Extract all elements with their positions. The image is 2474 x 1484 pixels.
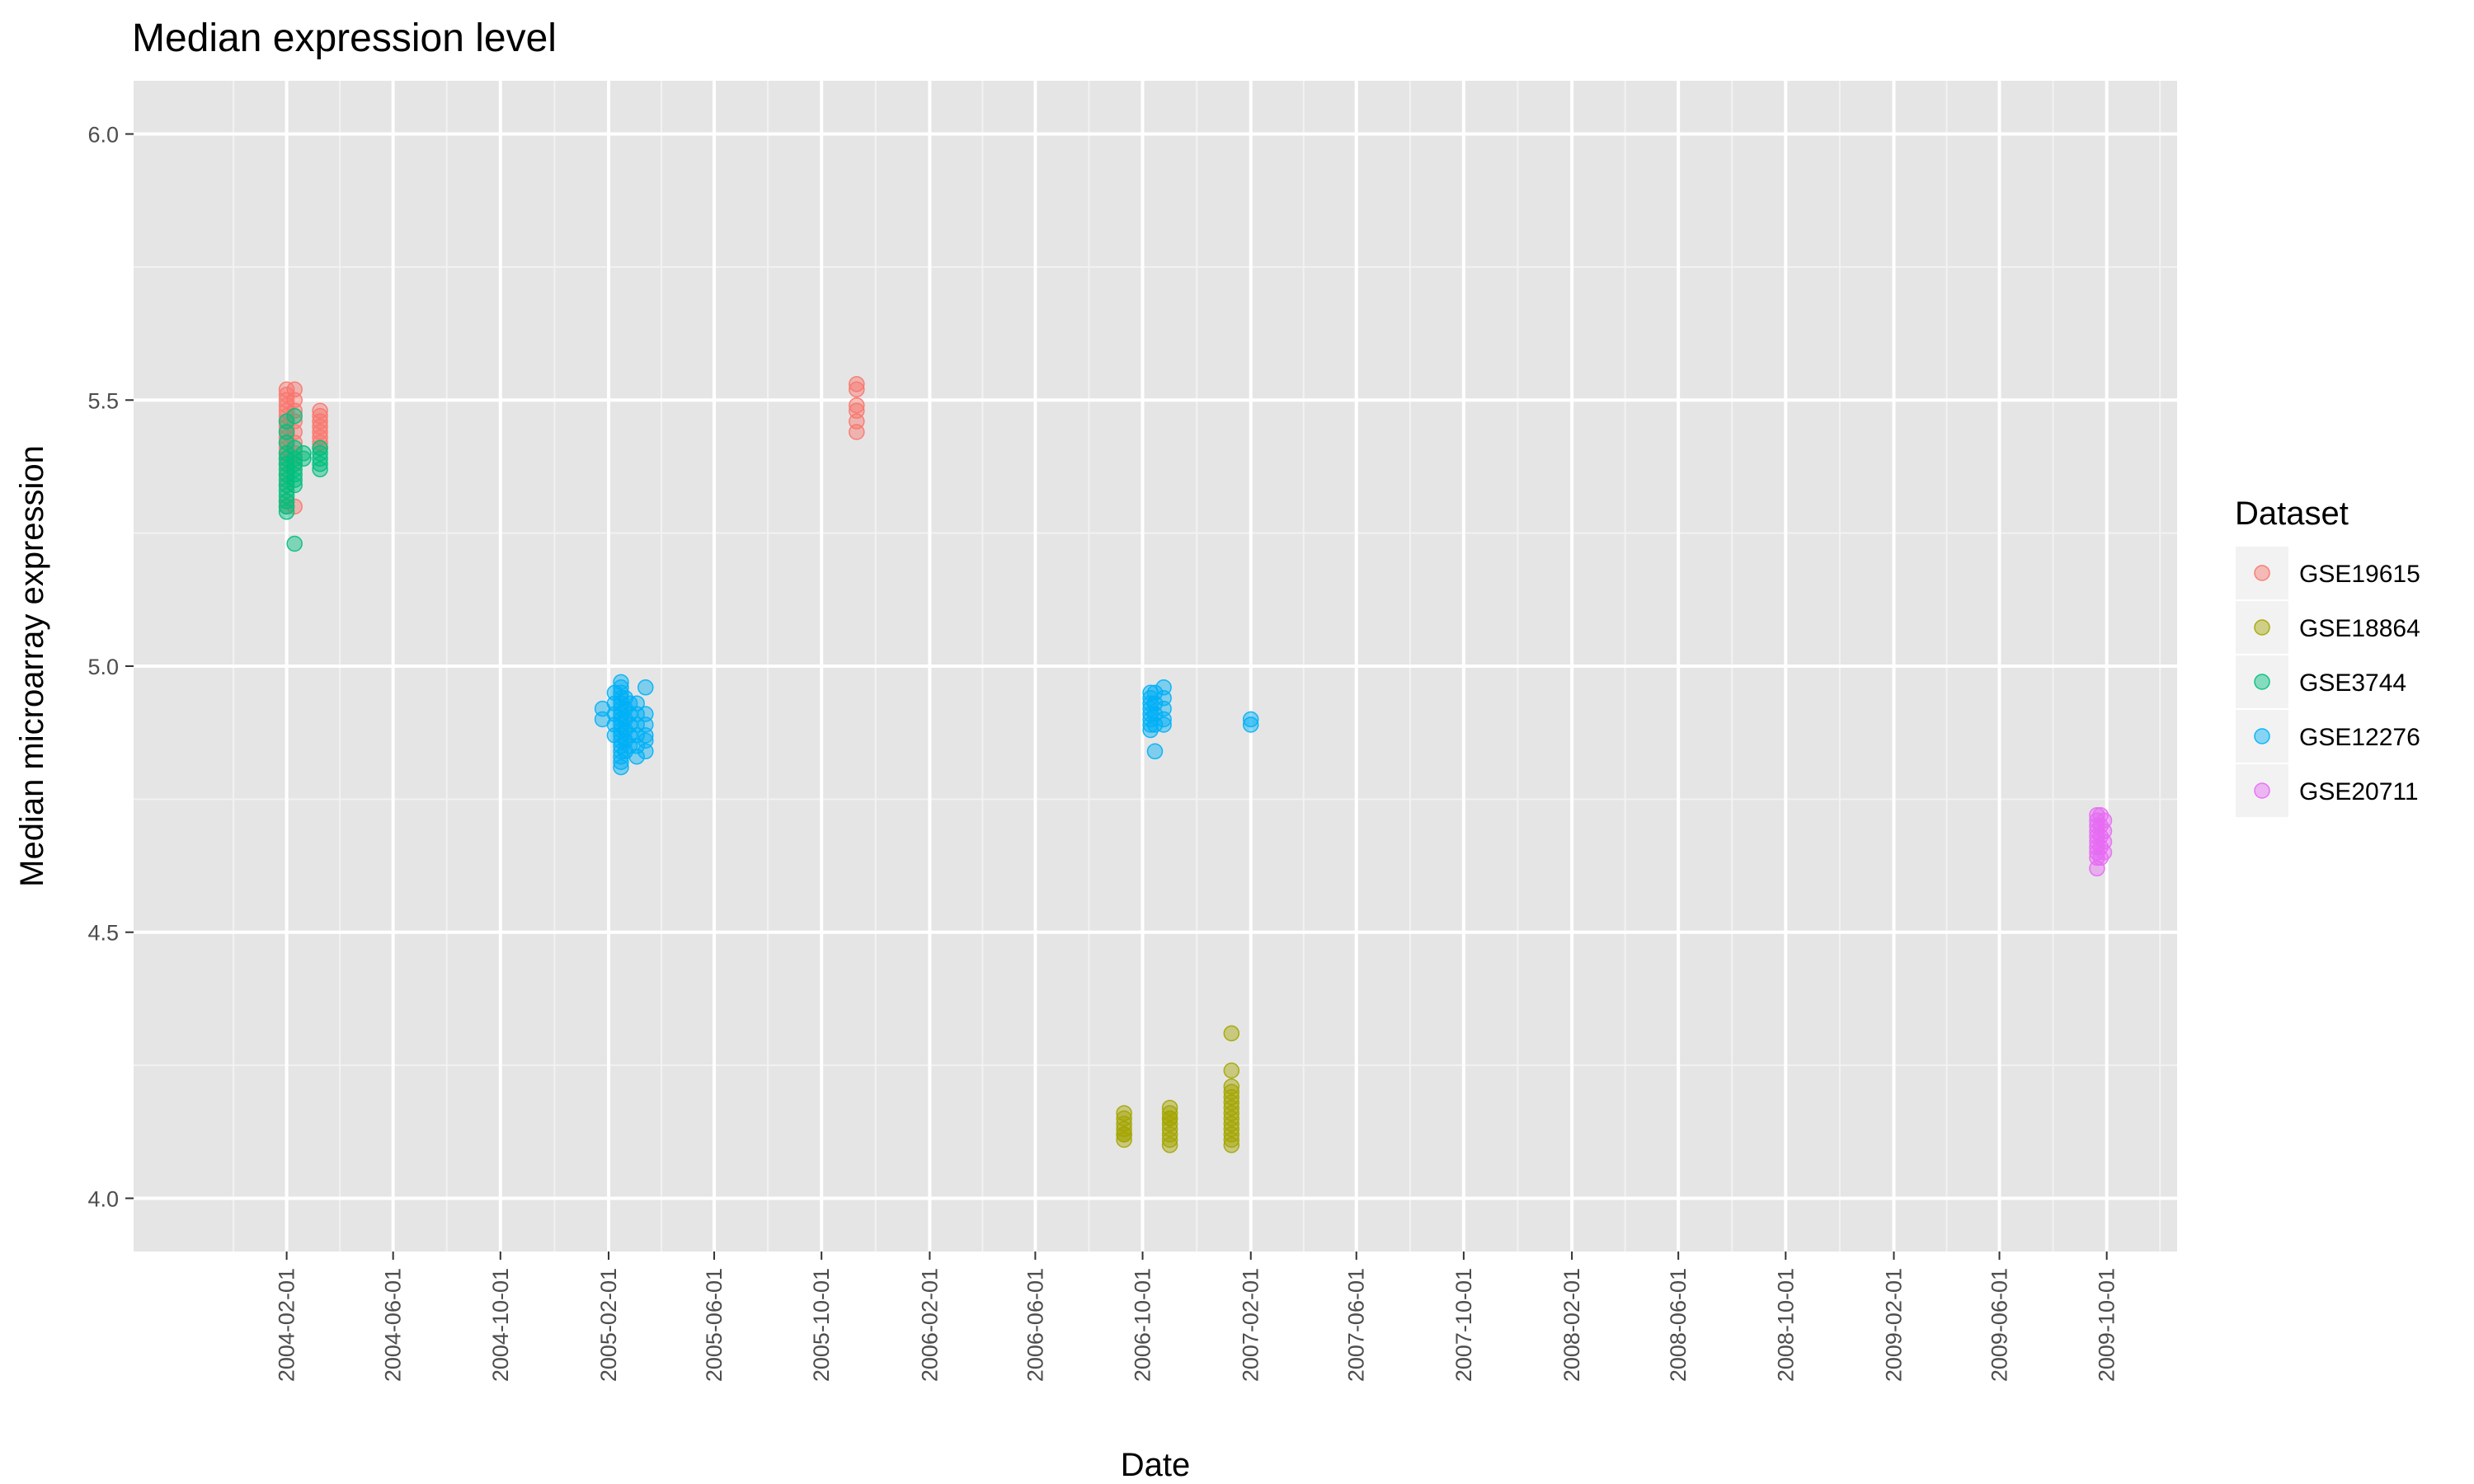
point-gse12276 [1155,711,1172,728]
legend-label-gse3744: GSE3744 [2299,669,2406,697]
point-gse12276 [1155,716,1172,733]
y-tick-label: 4.0 [87,1186,119,1211]
x-tick-label: 2009-06-01 [1987,1268,2012,1382]
x-tick-label: 2008-06-01 [1666,1268,1691,1382]
point-gse19615 [849,424,865,440]
legend-label-gse18864: GSE18864 [2299,615,2420,642]
legend-marker-gse20711 [2254,782,2270,799]
point-gse3744 [286,477,303,494]
point-gse18864 [1223,1025,1240,1042]
x-tick-label: 2004-06-01 [381,1268,406,1382]
point-gse12276 [1242,716,1259,733]
point-gse12276 [637,727,654,744]
x-tick-label: 2005-02-01 [596,1268,621,1382]
point-gse12276 [1242,711,1259,728]
x-tick-label: 2008-02-01 [1559,1268,1584,1382]
point-gse3744 [286,472,303,488]
x-tick-label: 2006-10-01 [1131,1268,1155,1382]
y-axis: 4.0 4.5 5.0 5.5 6.0 [87,123,134,1211]
legend-label-gse12276: GSE12276 [2299,724,2420,751]
y-tick-label: 6.0 [87,123,119,148]
legend-marker-gse3744 [2254,674,2270,690]
point-gse3744 [286,407,303,425]
data-points [278,376,2113,1153]
point-gse3744 [312,455,328,472]
point-gse12276 [637,679,654,696]
point-gse12276 [613,758,629,776]
chart-title: Median expression level [132,16,557,60]
legend-title: Dataset [2235,495,2349,532]
grid-major [134,81,2177,1252]
x-tick-label: 2008-10-01 [1773,1268,1798,1382]
point-gse18864 [1161,1110,1178,1127]
x-tick-label: 2006-06-01 [1023,1268,1047,1382]
point-gse12276 [1146,716,1164,733]
legend-key-gse20711 [2234,763,2290,819]
legend-key-gse12276 [2234,708,2290,764]
point-gse19615 [849,381,865,398]
point-gse3744 [278,498,295,515]
x-tick-label: 2004-02-01 [275,1268,299,1382]
x-tick-label: 2007-06-01 [1344,1268,1369,1382]
y-tick-label: 5.0 [87,655,119,679]
x-axis: 2004-02-01 2004-06-01 2004-10-01 2005-02-01… [275,1252,2119,1382]
x-tick-label: 2009-10-01 [2095,1268,2119,1382]
point-gse18864 [1116,1126,1132,1143]
point-gse20711 [2095,844,2113,861]
point-gse19615 [849,376,865,392]
legend-marker-gse18864 [2254,619,2270,636]
x-axis-title: Date [1121,1447,1191,1483]
point-gse18864 [1116,1131,1132,1148]
x-tick-label: 2005-10-01 [809,1268,834,1382]
legend-label-gse19615: GSE19615 [2299,561,2420,588]
y-axis-title: Median microarray expression [14,445,50,887]
point-gse18864 [1223,1137,1240,1153]
point-gse12276 [637,743,654,760]
y-tick-label: 5.5 [87,388,119,413]
point-gse3744 [295,450,312,467]
point-gse18864 [1161,1137,1178,1153]
point-gse3744 [295,445,312,462]
legend-key-gse18864 [2234,599,2290,655]
x-tick-label: 2005-06-01 [702,1268,727,1382]
x-tick-label: 2006-02-01 [917,1268,942,1382]
point-gse19615 [849,397,865,414]
y-tick-label: 4.5 [87,921,119,946]
legend-label-gse20711: GSE20711 [2299,778,2419,805]
point-gse12276 [1146,743,1164,760]
legend-key-gse19615 [2234,545,2290,601]
point-gse3744 [286,535,303,552]
legend-marker-gse12276 [2254,728,2270,744]
point-gse18864 [1223,1131,1240,1148]
point-gse12276 [628,748,645,765]
point-gse3744 [312,461,328,477]
x-tick-label: 2007-10-01 [1451,1268,1476,1382]
point-gse18864 [1223,1062,1240,1079]
point-gse18864 [1161,1131,1178,1148]
legend-marker-gse19615 [2254,565,2270,581]
point-gse3744 [278,504,295,520]
x-tick-label: 2009-02-01 [1882,1268,1907,1382]
x-tick-label: 2007-02-01 [1239,1268,1263,1382]
legend-key-gse3744 [2234,654,2290,710]
x-tick-label: 2004-10-01 [488,1268,513,1382]
legend: Dataset GSE19615 GSE18864 GSE3744 GSE12276 GS… [2234,495,2420,819]
